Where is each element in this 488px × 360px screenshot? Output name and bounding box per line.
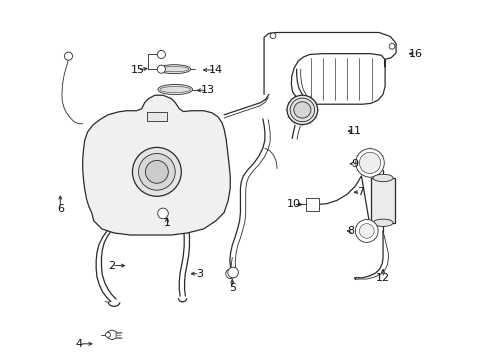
Ellipse shape	[286, 95, 317, 125]
Text: 5: 5	[228, 283, 235, 293]
Circle shape	[225, 269, 235, 279]
Text: 9: 9	[350, 159, 357, 169]
Circle shape	[355, 149, 384, 177]
Circle shape	[227, 267, 238, 278]
Circle shape	[145, 161, 168, 183]
Circle shape	[359, 152, 380, 174]
Ellipse shape	[372, 174, 392, 182]
Text: 16: 16	[408, 49, 422, 59]
Bar	[306, 198, 318, 211]
Circle shape	[157, 50, 165, 59]
Circle shape	[64, 52, 72, 60]
Text: 3: 3	[196, 269, 203, 279]
Circle shape	[359, 224, 373, 238]
Ellipse shape	[372, 219, 392, 226]
Text: 8: 8	[346, 226, 353, 236]
Bar	[370, 178, 394, 223]
Text: 15: 15	[130, 65, 144, 75]
Text: 1: 1	[163, 218, 170, 228]
Ellipse shape	[160, 67, 188, 72]
Polygon shape	[108, 330, 116, 340]
Text: 12: 12	[375, 273, 389, 283]
Circle shape	[355, 220, 377, 242]
Text: 14: 14	[208, 65, 223, 75]
Circle shape	[157, 208, 168, 219]
Circle shape	[105, 332, 110, 337]
Circle shape	[138, 153, 175, 190]
Ellipse shape	[158, 85, 192, 95]
Ellipse shape	[293, 102, 310, 118]
Text: 7: 7	[356, 187, 364, 197]
Text: 2: 2	[108, 261, 115, 271]
Circle shape	[388, 44, 394, 49]
Text: 10: 10	[286, 199, 300, 210]
Text: 6: 6	[57, 203, 63, 213]
Polygon shape	[146, 112, 167, 121]
Ellipse shape	[289, 98, 314, 122]
Ellipse shape	[158, 65, 190, 74]
Circle shape	[157, 65, 165, 73]
Ellipse shape	[160, 86, 190, 93]
Text: 13: 13	[201, 85, 214, 95]
Circle shape	[132, 147, 181, 196]
Text: 4: 4	[76, 339, 83, 349]
Text: 11: 11	[347, 126, 361, 136]
Polygon shape	[82, 95, 230, 235]
Circle shape	[270, 33, 275, 39]
